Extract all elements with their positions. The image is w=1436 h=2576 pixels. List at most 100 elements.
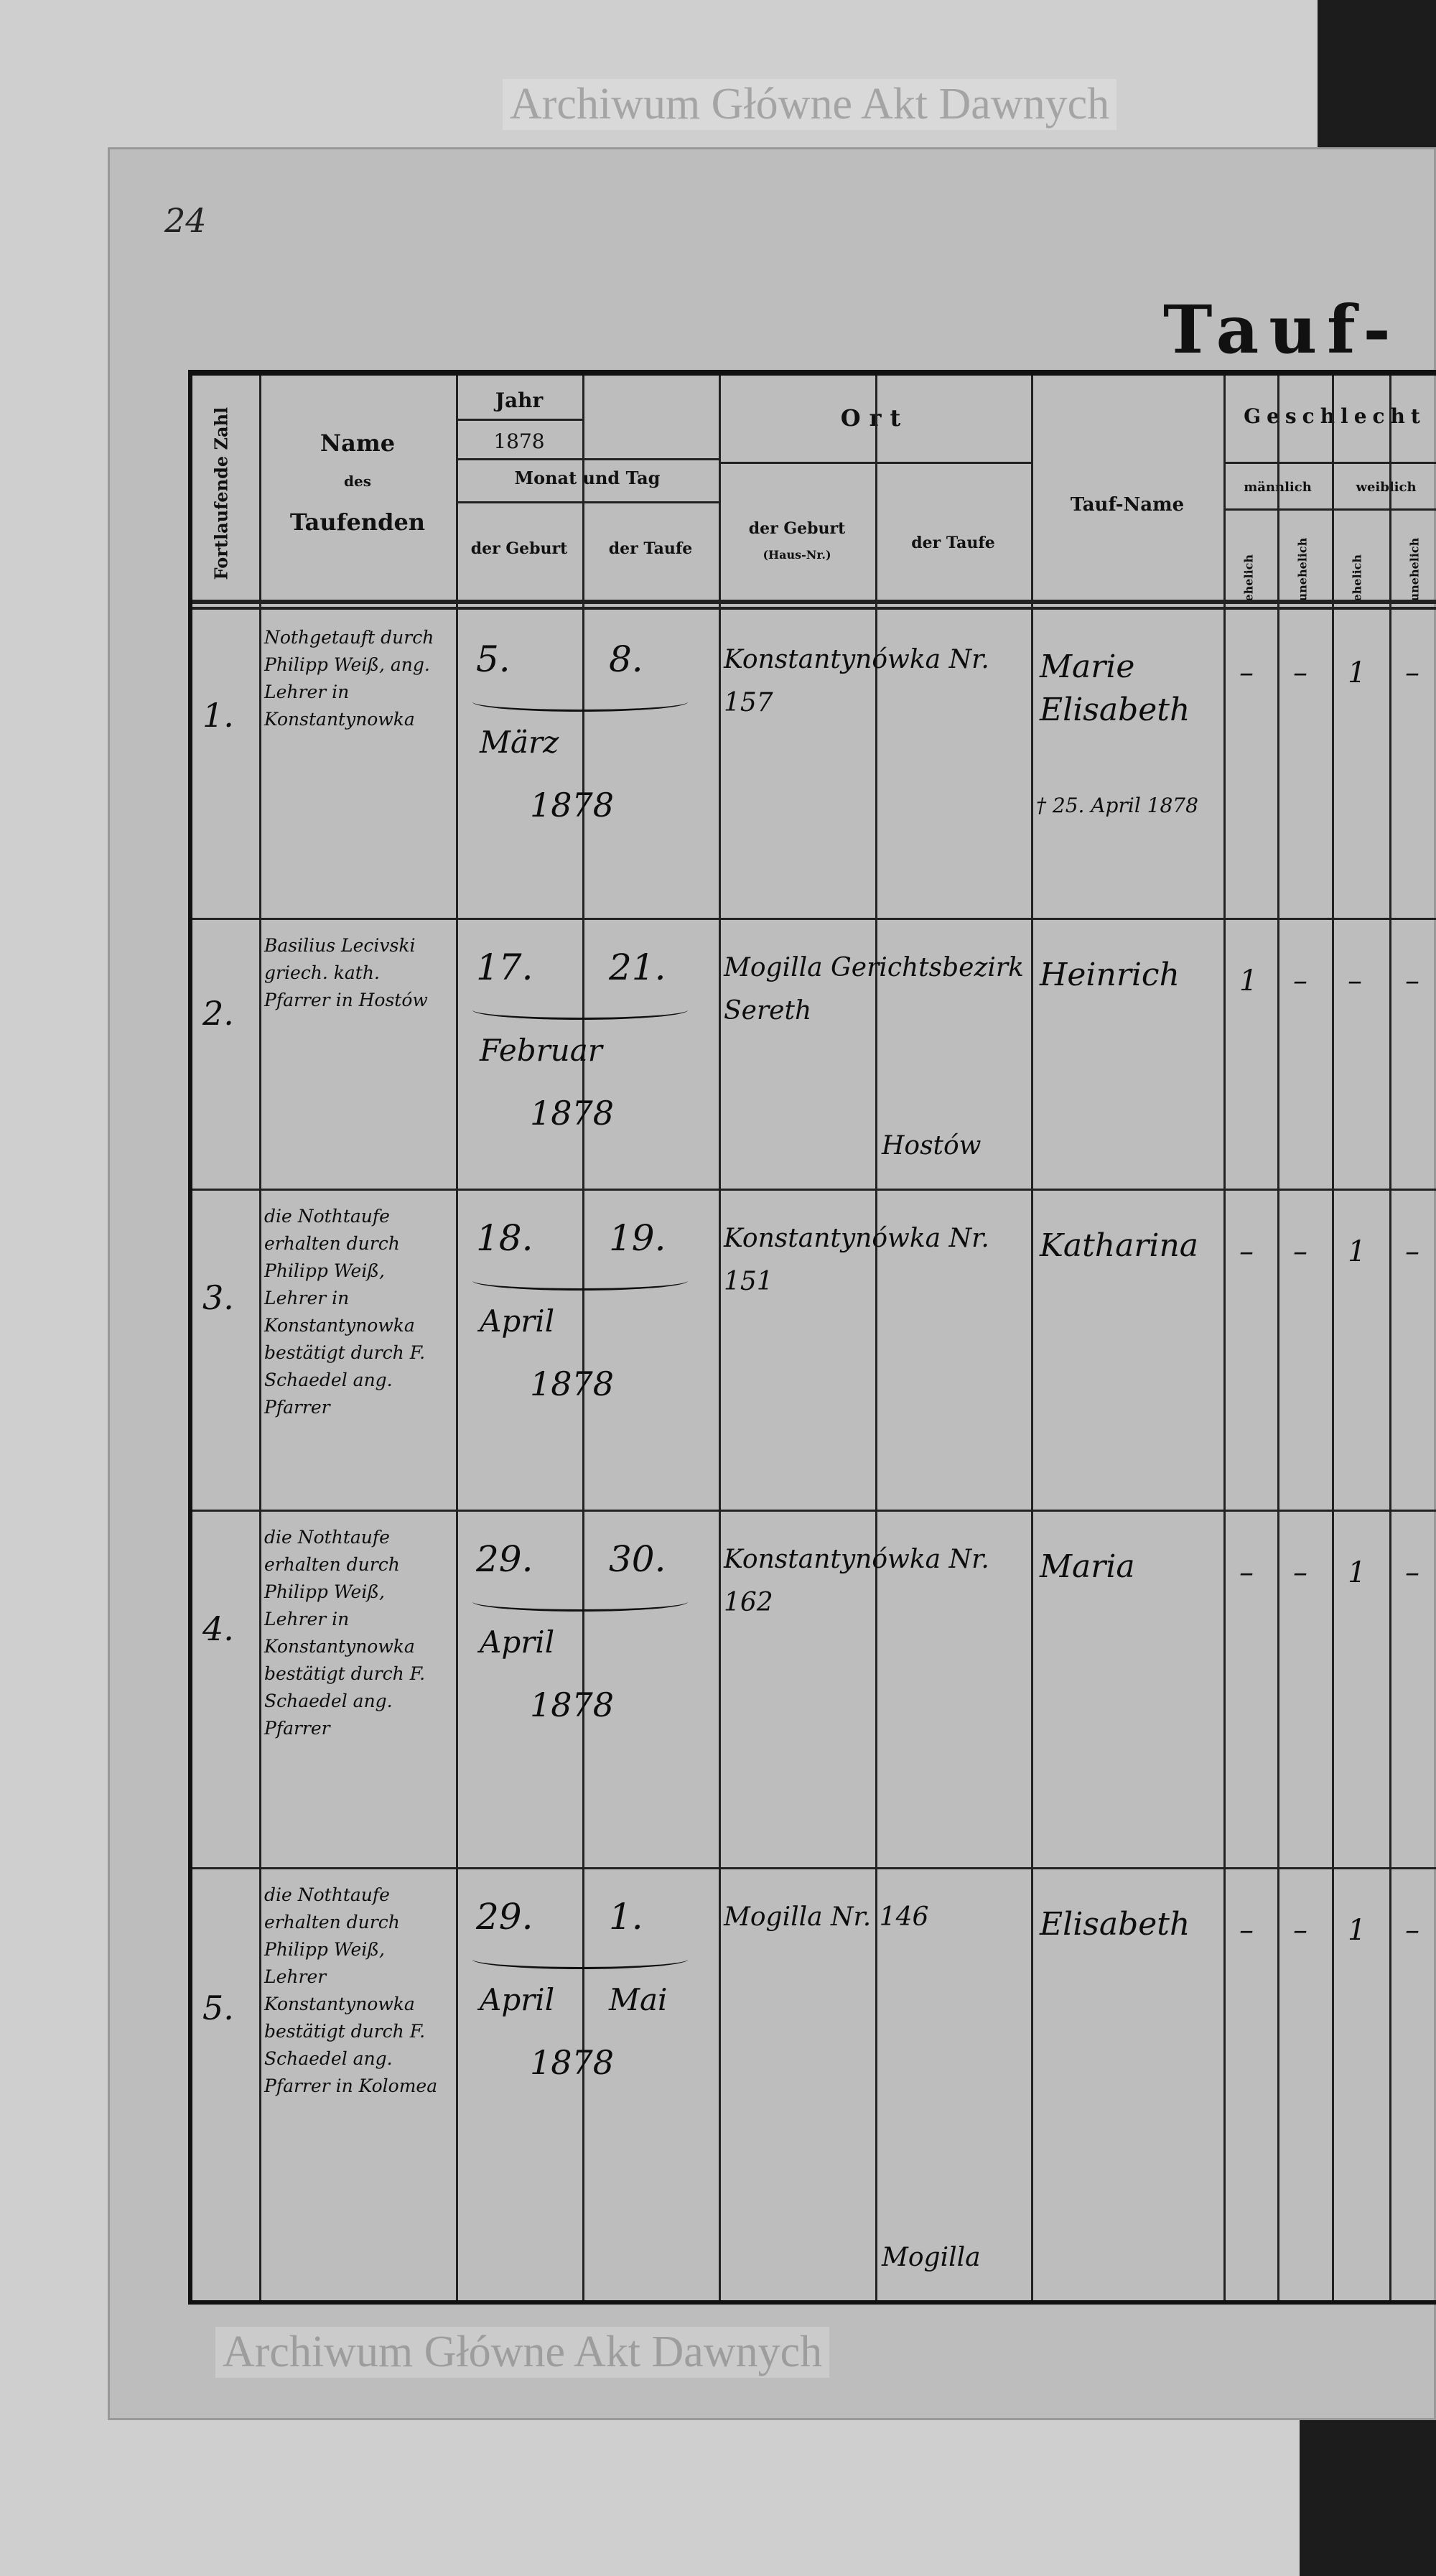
header-name-sub: Taufenden bbox=[289, 508, 426, 536]
header-ort-baptism: der Taufe bbox=[911, 534, 995, 552]
entry-year: 1878 bbox=[530, 1094, 615, 1133]
entry-baptism-day: 19. bbox=[609, 1217, 666, 1259]
entry-year: 1878 bbox=[530, 1685, 615, 1724]
column-divider bbox=[456, 376, 458, 2300]
entry-sex-mark: 1 bbox=[1348, 1914, 1366, 1947]
header-number: Fortlaufende Zahl bbox=[210, 406, 232, 580]
brace-icon bbox=[472, 692, 688, 712]
entry-month: April bbox=[480, 1624, 555, 1660]
entry-tauf-name: Heinrich bbox=[1040, 957, 1180, 993]
column-divider bbox=[1277, 376, 1279, 2300]
header-bottom-rule bbox=[192, 600, 1436, 604]
row-divider bbox=[192, 1867, 1436, 1869]
register-page bbox=[108, 147, 1436, 2420]
entry-month: April bbox=[480, 1982, 555, 2017]
entry-place-birth: Konstantynówka Nr. 151 bbox=[724, 1224, 989, 1296]
entry-baptizer: Basilius Lecivski griech. kath. Pfarrer … bbox=[264, 935, 428, 1010]
entry-baptism-day: 1. bbox=[609, 1896, 643, 1938]
entry-sex-mark: – bbox=[1239, 1556, 1254, 1589]
header-tauf-name: Tauf-Name bbox=[1070, 494, 1185, 516]
header-divider bbox=[1223, 508, 1436, 511]
header-ort-birth-sub: (Haus-Nr.) bbox=[763, 548, 831, 562]
entry-sex-mark: 1 bbox=[1348, 656, 1366, 689]
entry-place-baptism: Mogilla bbox=[882, 2243, 981, 2272]
entry-month: März bbox=[480, 725, 559, 760]
entry-sex-mark: – bbox=[1293, 1235, 1307, 1268]
entry-death-note: † 25. April 1878 bbox=[1036, 794, 1198, 817]
entry-tauf-name: Katharina bbox=[1040, 1227, 1199, 1264]
entry-number: 4. bbox=[202, 1609, 234, 1649]
entry-sex-mark: – bbox=[1239, 1914, 1254, 1947]
header-divider bbox=[456, 419, 582, 421]
entry-tauf-name: Marie Elisabeth bbox=[1040, 648, 1190, 728]
header-name-des: des bbox=[344, 473, 371, 490]
brace-icon bbox=[472, 1000, 688, 1020]
entry-year: 1878 bbox=[530, 1364, 615, 1403]
brace-icon bbox=[472, 1950, 688, 1969]
header-date-baptism: der Taufe bbox=[608, 539, 693, 558]
entry-birth-day: 18. bbox=[476, 1217, 533, 1259]
header-ort-birth: der Geburt bbox=[748, 519, 846, 538]
entry-sex-mark: – bbox=[1293, 1914, 1307, 1947]
column-divider bbox=[582, 376, 584, 2300]
entry-sex-mark: 1 bbox=[1239, 964, 1258, 998]
entry-number: 1. bbox=[202, 696, 234, 735]
header-year: 1878 bbox=[493, 429, 545, 453]
entry-sex-mark: – bbox=[1348, 964, 1362, 998]
entry-baptizer: die Nothtaufe erhalten durch Philipp Wei… bbox=[264, 1206, 426, 1418]
header-divider bbox=[456, 501, 719, 503]
header-bottom-rule bbox=[192, 607, 1436, 610]
header-m-ehelich: ehelich bbox=[1241, 554, 1256, 602]
entry-sex-mark: – bbox=[1239, 656, 1254, 689]
entry-sex-mark: – bbox=[1293, 1556, 1307, 1589]
watermark-bottom: Archiwum Główne Akt Dawnych bbox=[215, 2327, 830, 2378]
entry-number: 3. bbox=[202, 1278, 234, 1318]
entry-birth-day: 5. bbox=[476, 638, 510, 680]
entry-baptism-day: 8. bbox=[609, 638, 643, 680]
column-divider bbox=[719, 376, 721, 2300]
entry-sex-mark: – bbox=[1239, 1235, 1254, 1268]
column-divider bbox=[875, 376, 877, 2300]
entry-baptism-day: 30. bbox=[609, 1538, 666, 1580]
entry-baptizer: die Nothtaufe erhalten durch Philipp Wei… bbox=[264, 1884, 438, 2096]
entry-sex-mark: – bbox=[1405, 1914, 1419, 1947]
brace-icon bbox=[472, 1271, 688, 1291]
entry-year: 1878 bbox=[530, 2043, 615, 2082]
entry-tauf-name: Elisabeth bbox=[1040, 1906, 1190, 1943]
header-divider bbox=[1223, 462, 1436, 464]
entry-sex-mark: 1 bbox=[1348, 1556, 1366, 1589]
entry-sex-mark: – bbox=[1405, 656, 1419, 689]
entry-birth-day: 29. bbox=[476, 1538, 533, 1580]
header-divider bbox=[719, 462, 1031, 464]
entry-place-birth: Mogilla Gerichtsbezirk Sereth bbox=[724, 953, 1024, 1026]
entry-sex-mark: – bbox=[1405, 1235, 1419, 1268]
entry-place-baptism: Hostów bbox=[882, 1131, 982, 1161]
watermark-top: Archiwum Główne Akt Dawnych bbox=[503, 79, 1117, 130]
row-divider bbox=[192, 918, 1436, 920]
header-m-unehelich: unehelich bbox=[1295, 537, 1310, 602]
entry-birth-day: 17. bbox=[476, 947, 533, 988]
column-divider bbox=[1031, 376, 1033, 2300]
header-geschlecht: Geschlecht bbox=[1244, 404, 1426, 428]
entry-tauf-name: Maria bbox=[1040, 1548, 1135, 1585]
row-divider bbox=[192, 1189, 1436, 1191]
entry-sex-mark: – bbox=[1293, 656, 1307, 689]
entry-baptizer: die Nothtaufe erhalten durch Philipp Wei… bbox=[264, 1527, 426, 1739]
header-w-unehelich: unehelich bbox=[1407, 537, 1422, 602]
entry-baptism-day: 21. bbox=[609, 947, 666, 988]
header-monat-tag: Monat und Tag bbox=[514, 468, 661, 488]
entry-baptizer: Nothgetauft durch Philipp Weiß, ang. Leh… bbox=[264, 627, 434, 730]
row-divider bbox=[192, 1510, 1436, 1512]
scan-edge-top bbox=[1318, 0, 1436, 172]
baptism-register-table: Fortlaufende Zahl Name des Taufenden Jah… bbox=[188, 370, 1436, 2305]
entry-baptism-month: Mai bbox=[609, 1982, 668, 2017]
header-divider bbox=[456, 458, 719, 460]
column-divider bbox=[1389, 376, 1391, 2300]
column-divider bbox=[259, 376, 261, 2300]
header-w-ehelich: ehelich bbox=[1350, 554, 1364, 602]
entry-number: 2. bbox=[202, 993, 234, 1033]
brace-icon bbox=[472, 1592, 688, 1612]
entry-sex-mark: – bbox=[1405, 964, 1419, 998]
header-date-birth: der Geburt bbox=[470, 539, 568, 558]
entry-month: Februar bbox=[480, 1033, 602, 1068]
